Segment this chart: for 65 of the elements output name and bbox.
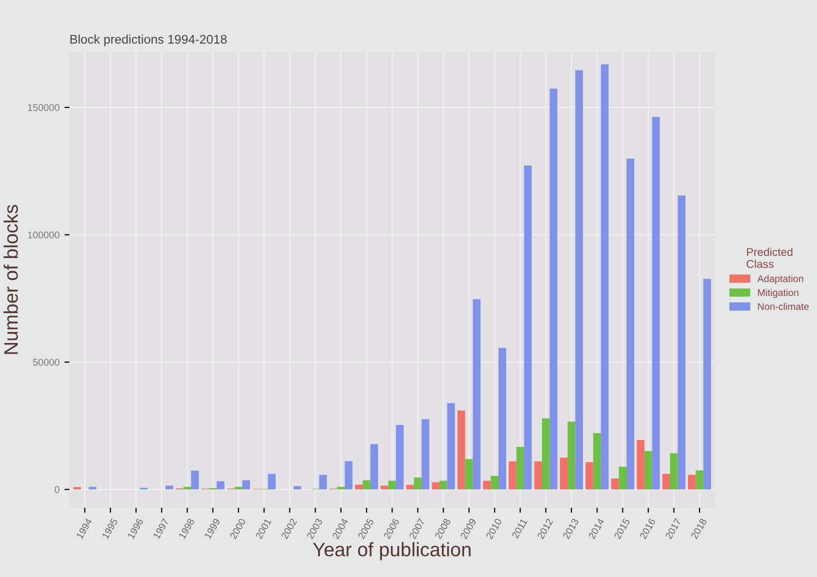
bar: [626, 158, 634, 490]
bar: [216, 481, 224, 490]
bar: [457, 410, 466, 490]
bar: [268, 474, 276, 490]
bar: [191, 470, 199, 490]
bar: [380, 486, 388, 490]
bar: [644, 450, 652, 490]
bar: [406, 484, 414, 490]
legend-label: Mitigation: [758, 288, 798, 298]
bar: [440, 480, 448, 490]
bar: [688, 474, 696, 490]
legend-label: Non-climate: [758, 302, 809, 310]
bar: [465, 459, 473, 490]
bar: [337, 486, 345, 490]
bar: [662, 474, 670, 490]
bar: [652, 116, 660, 490]
chart-title: Block predictions 1994-2018: [70, 34, 227, 46]
bar: [344, 461, 352, 490]
bar: [670, 453, 678, 490]
bar: [370, 444, 378, 490]
bar: [534, 461, 542, 490]
bar: [516, 446, 524, 490]
legend-title: Predicted Class: [746, 248, 792, 268]
bar: [414, 477, 422, 490]
bar: [600, 64, 609, 490]
bar: [703, 278, 712, 490]
bar: [472, 299, 481, 490]
bar: [319, 474, 327, 490]
bar: [432, 482, 440, 490]
bar: [294, 486, 302, 490]
bar: [396, 425, 404, 490]
bar: [678, 196, 686, 490]
bar: [490, 476, 498, 490]
bar: [550, 88, 558, 490]
bar: [560, 458, 568, 490]
y-tick-label: 0: [54, 486, 60, 494]
bar: [355, 484, 363, 490]
bar: [696, 470, 704, 490]
bar: [422, 419, 430, 490]
bar: [568, 422, 576, 490]
y-axis-title: Number of blocks: [4, 204, 18, 354]
bar: [165, 486, 174, 490]
bar: [447, 403, 455, 490]
legend-label: Adaptation: [757, 274, 804, 284]
bar: [636, 440, 644, 490]
bar: [542, 418, 550, 490]
bar: [362, 480, 370, 490]
bar: [611, 478, 619, 490]
bar: [524, 166, 532, 490]
y-tick-label: 150000: [28, 104, 60, 112]
bar: [593, 433, 601, 490]
bar: [575, 70, 583, 490]
y-tick-label: 50000: [33, 358, 60, 366]
bar: [483, 480, 491, 490]
bar: [586, 462, 594, 490]
x-axis-title: Year of publication: [312, 542, 471, 560]
bar: [183, 486, 192, 490]
bar: [234, 486, 242, 490]
bar: [388, 480, 396, 490]
bar: [508, 461, 516, 490]
bar: [498, 348, 506, 490]
bar: [242, 480, 250, 490]
bar: [88, 486, 96, 490]
y-tick-label: 100000: [28, 232, 60, 238]
bar: [618, 466, 627, 490]
